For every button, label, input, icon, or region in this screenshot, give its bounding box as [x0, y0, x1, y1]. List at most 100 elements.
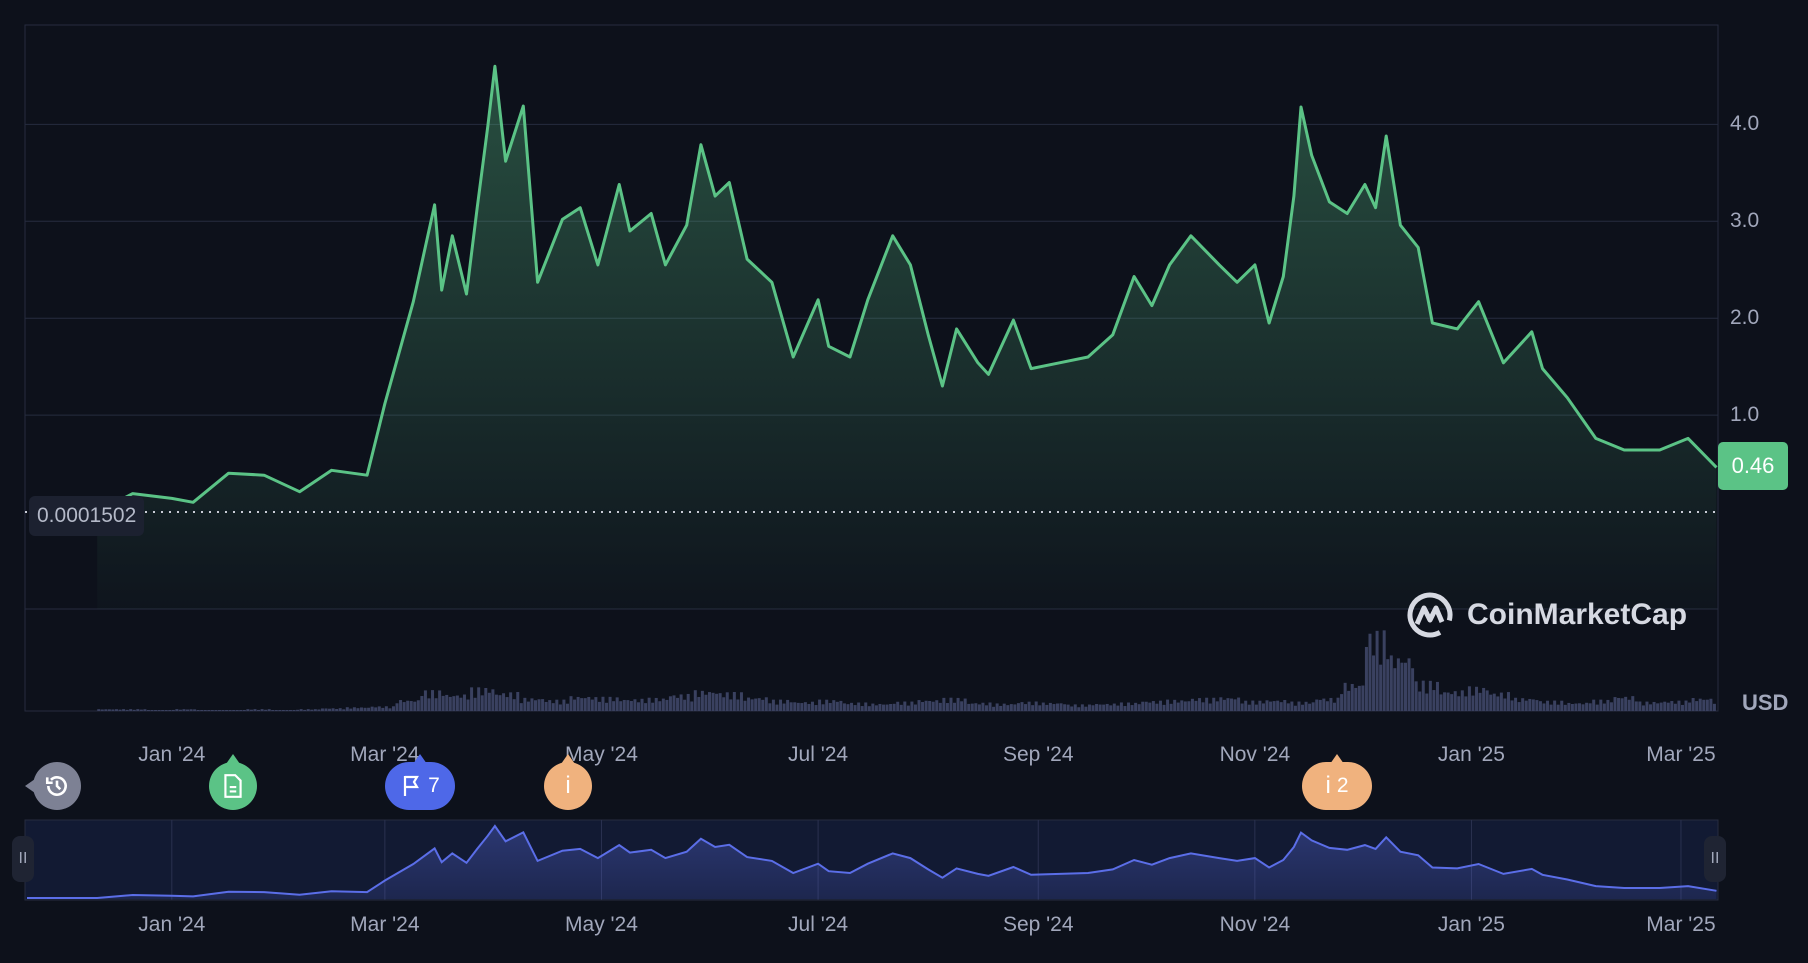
volume-bar	[977, 704, 981, 711]
volume-bar	[1091, 705, 1095, 711]
volume-bar	[1215, 701, 1219, 711]
volume-bar	[381, 707, 385, 711]
volume-bar	[1084, 706, 1088, 711]
volume-bar	[864, 702, 868, 711]
volume-bar	[715, 693, 719, 711]
volume-bar	[835, 701, 839, 711]
volume-bar	[1368, 633, 1372, 711]
volume-bar	[232, 710, 236, 711]
volume-bar	[1450, 694, 1454, 711]
volume-bar	[246, 709, 250, 711]
volume-bar	[1592, 699, 1596, 711]
volume-bar	[1087, 704, 1091, 711]
event-marker-flag[interactable]: 7	[385, 754, 455, 810]
volume-bar	[1269, 701, 1273, 711]
navigator[interactable]	[24, 819, 1719, 901]
y-tick-label: 2.0	[1730, 306, 1760, 330]
volume-bar	[182, 709, 186, 711]
navigator-line	[27, 824, 1717, 899]
volume-bar	[1688, 702, 1692, 711]
volume-bar	[239, 710, 243, 711]
volume-bar	[1137, 704, 1141, 711]
volume-bar	[1315, 699, 1319, 711]
volume-bar	[1631, 696, 1635, 711]
volume-bar	[644, 703, 648, 711]
x-tick-label: Nov '24	[1219, 743, 1291, 766]
volume-bar	[303, 709, 307, 711]
event-marker-document[interactable]	[209, 754, 257, 810]
volume-bar	[984, 705, 988, 711]
navigator-left-handle[interactable]: II	[12, 836, 34, 882]
volume-bar	[139, 709, 143, 711]
volume-bar	[335, 709, 339, 711]
volume-bar	[1652, 701, 1656, 711]
volume-bar	[1411, 668, 1415, 711]
event-marker-info[interactable]: i	[544, 754, 592, 810]
volume-bar	[1293, 705, 1297, 711]
volume-bar	[320, 708, 324, 711]
volume-bar	[1435, 681, 1439, 711]
volume-bar	[892, 703, 896, 711]
volume-bar	[633, 699, 637, 711]
volume-bar	[1705, 699, 1709, 711]
volume-bar	[739, 692, 743, 711]
volume-bar	[264, 709, 268, 711]
volume-bar	[1297, 701, 1301, 711]
volume-bar	[1467, 686, 1471, 711]
volume-bar	[1574, 703, 1578, 711]
volume-bar	[583, 698, 587, 711]
volume-bar	[214, 710, 218, 711]
info-icon: i	[565, 772, 571, 799]
volume-bar	[1169, 703, 1173, 711]
volume-bar	[1208, 703, 1212, 711]
volume-bar	[853, 705, 857, 711]
volume-bar	[1400, 662, 1404, 711]
info-icon: i	[1325, 772, 1331, 799]
volume-bar	[1421, 680, 1425, 711]
navigator-right-handle[interactable]: II	[1704, 836, 1726, 882]
volume-bar	[981, 702, 985, 711]
volume-bar	[1382, 630, 1386, 711]
volume-bar	[615, 697, 619, 711]
volume-bar	[1627, 699, 1631, 711]
volume-bar	[1478, 692, 1482, 711]
volume-bar	[271, 710, 275, 711]
y-tick-label: 3.0	[1730, 209, 1760, 233]
volume-bar	[1638, 701, 1642, 711]
volume-bar	[193, 709, 197, 711]
volume-bar	[668, 696, 672, 711]
volume-bar	[494, 694, 498, 711]
volume-bar	[455, 695, 459, 711]
volume-bar	[1588, 703, 1592, 711]
navigator-x-tick-label: Mar '24	[350, 913, 420, 936]
volume-bar	[796, 702, 800, 711]
event-marker-history[interactable]	[25, 762, 81, 810]
volume-bar	[974, 703, 978, 711]
volume-bar	[1059, 703, 1063, 711]
volume-bar	[1599, 699, 1603, 711]
volume-bar	[1343, 682, 1347, 711]
event-count: 7	[428, 774, 440, 797]
volume-bar	[1190, 698, 1194, 711]
volume-bar	[1347, 690, 1351, 711]
volume-bar	[306, 709, 310, 711]
volume-bar	[445, 694, 449, 711]
volume-bar	[107, 709, 111, 711]
volume-bar	[732, 692, 736, 711]
volume-bar	[1641, 705, 1645, 711]
volume-bar	[1141, 701, 1145, 711]
volume-bar	[313, 709, 317, 711]
volume-bar	[523, 697, 527, 711]
event-marker-info-group[interactable]: i 2	[1302, 754, 1372, 810]
volume-bar	[484, 687, 488, 711]
volume-bar	[1361, 685, 1365, 711]
volume-bar	[1336, 697, 1340, 711]
volume-bar	[1016, 703, 1020, 711]
volume-bar	[278, 710, 282, 711]
volume-bar	[779, 699, 783, 711]
volume-bar	[910, 701, 914, 711]
volume-bar	[491, 689, 495, 711]
volume-bar	[867, 706, 871, 711]
volume-bar	[1645, 701, 1649, 711]
